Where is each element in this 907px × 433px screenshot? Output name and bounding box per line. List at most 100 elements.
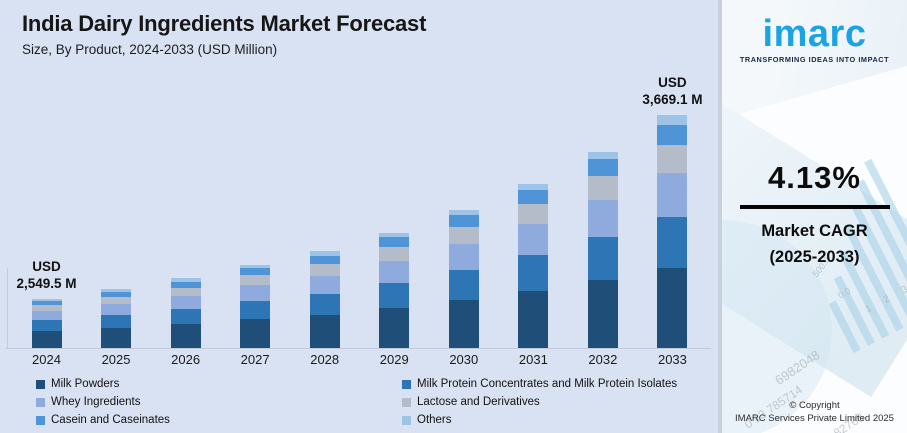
imarc-logo-text: imarc: [762, 13, 867, 55]
bar-2027-segment-3: [240, 275, 271, 285]
x-axis-label-2026: 2026: [171, 352, 201, 367]
cagr-label: Market CAGR: [761, 222, 868, 240]
legend-item: Others: [402, 413, 677, 427]
bar-2029-segment-3: [379, 247, 410, 261]
x-axis-label-2030: 2030: [449, 352, 479, 367]
bar-2033-segment-4: [657, 125, 688, 145]
bar-2032-segment-2: [587, 200, 618, 237]
brand-panel: 500.0 0.0 1 2 3 4 6982048 0 13 785714 82…: [718, 0, 907, 433]
legend-swatch-icon: [36, 397, 45, 407]
bar-2028-segment-1: [309, 294, 340, 315]
bar-2033: [657, 115, 688, 348]
bar-2027-segment-2: [240, 285, 271, 301]
bar-2028-segment-4: [309, 256, 340, 264]
bar-2025: [101, 289, 132, 348]
bar-2025-segment-0: [101, 328, 132, 348]
bar-2024-segment-2: [31, 311, 62, 320]
bar-2026: [170, 278, 201, 348]
chart-subtitle: Size, By Product, 2024-2033 (USD Million…: [22, 42, 278, 57]
x-axis-line: [5, 348, 711, 349]
legend-label: Milk Protein Concentrates and Milk Prote…: [417, 378, 678, 390]
bar-2025-segment-4: [101, 292, 132, 297]
bar-2031-segment-4: [518, 190, 549, 204]
x-axis-label-2024: 2024: [32, 352, 61, 367]
bar-2029-segment-2: [379, 261, 410, 283]
value-label-line: 2,549.5 M: [16, 276, 77, 291]
bar-2025-segment-2: [101, 304, 132, 315]
bar-2026-segment-2: [170, 296, 201, 309]
bar-2024-segment-5: [31, 299, 62, 301]
bar-2030-segment-1: [448, 270, 479, 300]
bar-2031-segment-5: [518, 184, 549, 190]
bar-2032-segment-5: [587, 152, 618, 159]
bar-2030-segment-0: [448, 300, 479, 348]
bar-2028-segment-5: [309, 251, 340, 256]
legend-item: Milk Protein Concentrates and Milk Prote…: [402, 377, 677, 391]
bar-2025-segment-3: [101, 297, 132, 304]
x-axis-label-2029: 2029: [379, 352, 409, 367]
legend-item: Milk Powders: [36, 377, 170, 391]
bar-2030-segment-5: [448, 210, 479, 215]
bar-2027-segment-5: [240, 265, 271, 268]
bar-2029-segment-0: [379, 308, 410, 348]
bar-2033-segment-2: [657, 173, 688, 217]
copyright-line1: © Copyright: [789, 400, 840, 411]
bar-2032-segment-1: [587, 237, 618, 280]
imarc-logo: imarc TRANSFORMING IDEAS INTO IMPACT: [722, 14, 907, 64]
bar-2024-segment-3: [31, 305, 62, 311]
bar-2024-segment-0: [31, 331, 62, 348]
legend-label: Casein and Caseinates: [51, 414, 170, 426]
cagr-period: (2025-2033): [769, 248, 860, 266]
bar-2027-segment-1: [240, 301, 271, 319]
watermark-text: 1 2 3 4: [863, 272, 907, 316]
bar-2030-segment-2: [448, 244, 479, 270]
cagr-divider: [739, 205, 890, 209]
bar-2029-segment-4: [379, 237, 410, 247]
bar-2031-segment-1: [518, 255, 549, 291]
copyright-line2: IMARC Services Private Limited 2025: [735, 413, 894, 424]
copyright: © Copyright IMARC Services Private Limit…: [722, 399, 907, 425]
legend-label: Milk Powders: [51, 378, 120, 390]
cagr-value: 4.13%: [768, 160, 861, 195]
value-label-2033: USD 3,669.1 M: [622, 74, 722, 108]
bar-2030: [448, 210, 479, 348]
bar-2031-segment-3: [518, 204, 549, 224]
bar-2032-segment-0: [587, 280, 618, 348]
bar-2025-segment-5: [101, 289, 132, 292]
bar-2026-segment-1: [170, 309, 201, 324]
x-axis-label-2027: 2027: [240, 352, 270, 367]
bar-2032-segment-3: [587, 176, 618, 200]
legend-swatch-icon: [36, 379, 45, 389]
legend-column-1: Milk Powders Whey Ingredients Casein and C…: [36, 377, 170, 427]
legend-swatch-icon: [402, 379, 411, 389]
chart-title: India Dairy Ingredients Market Forecast: [22, 11, 427, 36]
bar-2030-segment-3: [448, 227, 479, 244]
legend-label: Lactose and Derivatives: [417, 396, 540, 408]
y-axis-stub: [7, 268, 8, 348]
bar-2027-segment-4: [240, 268, 271, 275]
bar-2031: [518, 184, 549, 348]
bar-2028-segment-2: [309, 276, 340, 294]
legend-label: Whey Ingredients: [51, 396, 141, 408]
x-axis-label-2032: 2032: [588, 352, 618, 367]
bar-2028-segment-3: [309, 264, 340, 276]
bar-2026-segment-3: [170, 288, 201, 296]
bar-2033-segment-1: [657, 217, 688, 268]
legend-column-2: Milk Protein Concentrates and Milk Prote…: [402, 377, 677, 427]
bar-2033-segment-5: [657, 115, 688, 125]
panel-decoration-stripe: [828, 300, 861, 354]
bar-2024-segment-4: [31, 301, 62, 305]
bar-2028-segment-0: [309, 315, 340, 348]
cagr-block: 4.13% Market CAGR (2025-2033): [722, 160, 907, 267]
bar-2029: [379, 233, 410, 348]
bar-2027: [240, 265, 271, 348]
bar-2032-segment-4: [587, 159, 618, 176]
x-axis-label-2025: 2025: [101, 352, 131, 367]
watermark-text: 0.0: [836, 285, 853, 301]
stacked-bar-plot: [31, 115, 688, 348]
bar-2027-segment-0: [240, 319, 271, 348]
imarc-logo-tagline: TRANSFORMING IDEAS INTO IMPACT: [739, 55, 890, 64]
legend-item: Casein and Caseinates: [36, 413, 170, 427]
bar-2026-segment-4: [170, 282, 201, 288]
